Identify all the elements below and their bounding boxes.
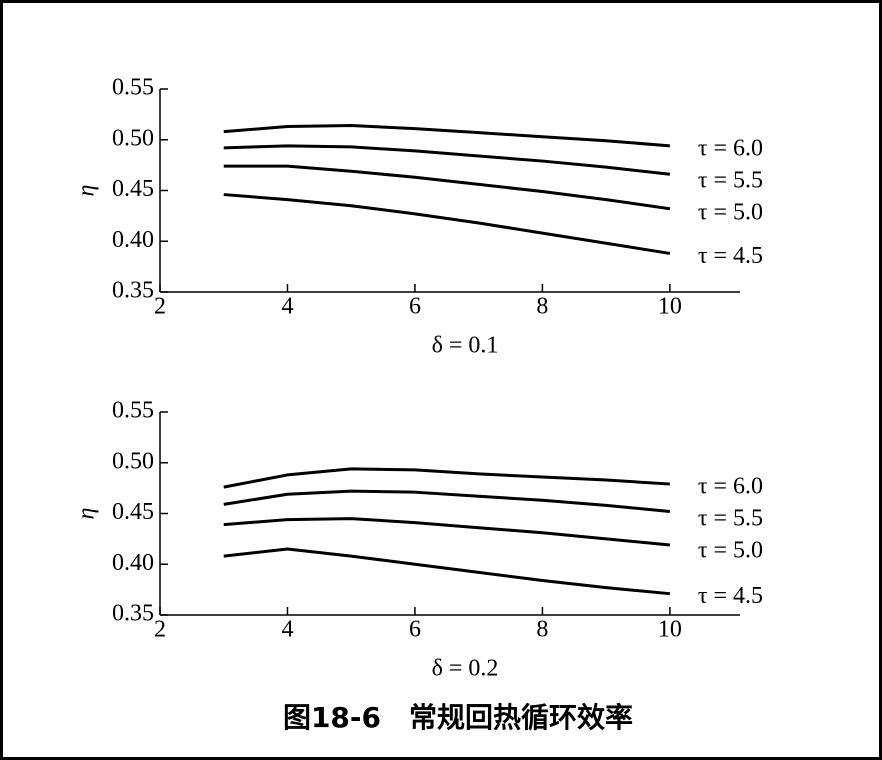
series-line [223, 144, 671, 176]
series-line [223, 517, 671, 547]
series-label: τ = 6.0 [698, 474, 763, 500]
y-tick-label: 0.40 [112, 550, 154, 576]
series-label: τ = 5.0 [698, 199, 763, 225]
y-tick-label: 0.35 [112, 601, 154, 627]
series-line [223, 489, 671, 513]
x-tick-label: 2 [154, 294, 166, 320]
x-tick-label: 8 [536, 294, 548, 320]
series-label: τ = 5.5 [698, 506, 763, 532]
y-tick-label: 0.45 [112, 176, 154, 202]
x-tick-label: 10 [658, 294, 682, 320]
x-tick-label: 10 [658, 617, 682, 643]
x-tick-label: 6 [409, 294, 421, 320]
y-tick-label: 0.40 [112, 227, 154, 253]
x-tick-label: 2 [154, 617, 166, 643]
series-line [223, 193, 671, 255]
x-tick-label: 8 [536, 617, 548, 643]
x-axis-title: δ = 0.1 [432, 333, 499, 359]
y-tick-label: 0.55 [112, 75, 154, 101]
series-line [223, 467, 670, 489]
y-axis-title: η [74, 508, 100, 520]
series-label: τ = 5.0 [698, 538, 763, 564]
series-line [223, 164, 671, 211]
y-tick-label: 0.45 [112, 499, 154, 525]
x-axis-title: δ = 0.2 [432, 656, 499, 682]
x-tick-label: 4 [281, 294, 293, 320]
series-label: τ = 4.5 [698, 243, 763, 269]
series-line [223, 547, 671, 596]
series-label: τ = 4.5 [698, 583, 763, 609]
x-tick-label: 4 [281, 617, 293, 643]
figure-caption: 图18-6 常规回热循环效率 [283, 701, 633, 734]
y-tick-label: 0.35 [112, 278, 154, 304]
x-tick-label: 6 [409, 617, 421, 643]
y-tick-label: 0.55 [112, 398, 154, 424]
series-label: τ = 6.0 [698, 135, 763, 161]
y-tick-label: 0.50 [112, 448, 154, 474]
y-axis-title: η [74, 185, 100, 197]
y-tick-label: 0.50 [112, 125, 154, 151]
series-line [223, 124, 671, 148]
series-label: τ = 5.5 [698, 167, 763, 193]
